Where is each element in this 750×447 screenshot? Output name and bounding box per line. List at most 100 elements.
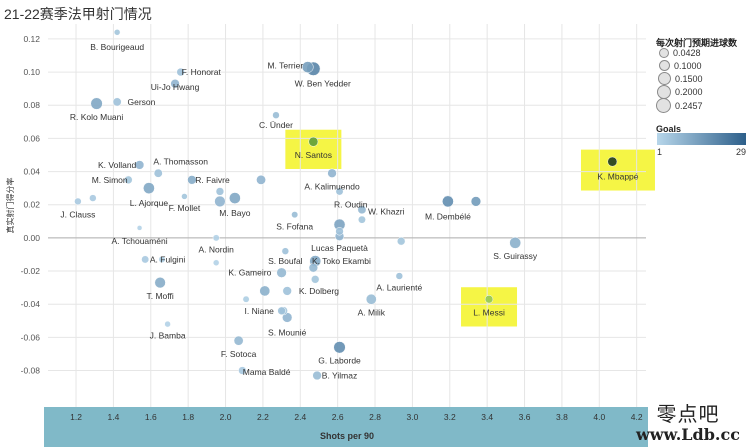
highlight-box (461, 287, 518, 327)
data-point (276, 267, 287, 278)
data-point (291, 211, 299, 219)
data-point (277, 306, 286, 316)
data-point (335, 227, 344, 236)
highlight-box (580, 149, 655, 191)
data-point (214, 195, 226, 208)
y-axis-label: 真实射门得分率 (5, 178, 15, 234)
data-point (256, 174, 266, 185)
data-point (143, 182, 155, 194)
y-tick-label: -0.06 (21, 332, 41, 342)
y-tick-label: -0.08 (21, 366, 41, 376)
data-point (89, 194, 97, 202)
data-point (484, 295, 494, 304)
x-tick-label: 2.6 (332, 412, 344, 422)
point-label: M. Terrier (267, 60, 303, 70)
data-point (154, 277, 166, 289)
x-tick-label: 2.2 (257, 412, 269, 422)
data-point (311, 275, 320, 284)
point-label: J. Clauss (60, 210, 95, 220)
size-circle-icon (659, 60, 670, 72)
data-point (365, 293, 377, 305)
data-point (158, 255, 166, 263)
point-labels: B. Bourigeaud F. Honorat Ui-Jo Hwang M. Ter… (60, 42, 638, 380)
point-label: C. Ünder (259, 120, 293, 130)
data-point (212, 259, 220, 266)
size-legend-label: 0.2000 (675, 87, 703, 97)
data-point (229, 192, 241, 204)
point-label: Lucas Paquetà (311, 243, 368, 253)
point-label: K. Dolberg (299, 286, 339, 296)
size-legend-item: 0.1000 (656, 60, 702, 72)
chart-title: 21-22赛季法甲射门情况 (4, 6, 152, 22)
y-tick-label: 0.02 (23, 200, 40, 210)
data-point (170, 79, 180, 89)
x-axis: 1.2 1.4 1.6 1.8 2.0 2.2 2.4 2.6 2.8 3.0 3.2 3.4 3.6 3… (70, 412, 643, 422)
point-label: A. Milik (358, 307, 386, 317)
data-point (312, 370, 322, 381)
size-legend-item: 0.0428 (656, 47, 701, 58)
color-legend-title: Goals (656, 124, 682, 134)
size-legend-item: 0.2457 (656, 98, 703, 113)
highlight-box (285, 129, 342, 169)
x-tick-label: 1.6 (145, 412, 157, 422)
point-label: K. Gameiro (228, 268, 271, 278)
watermark-cn: 零点吧 (656, 402, 720, 426)
data-point (124, 175, 133, 185)
y-tick-label: 0.08 (23, 100, 40, 110)
point-label: A. Tchouaméni (112, 236, 168, 246)
point-label: A. Fulgini (150, 254, 186, 264)
size-legend-label: 0.1000 (674, 60, 702, 71)
point-label: R. Oudin (334, 200, 368, 210)
data-point (242, 295, 250, 303)
point-label: M. Dembélé (425, 211, 471, 221)
x-axis-label: Shots per 90 (320, 431, 374, 441)
point-label: A. Laurienté (376, 283, 422, 293)
size-circle-icon (656, 98, 671, 113)
y-tick-label: -0.04 (21, 299, 41, 309)
point-label: S. Boufal (268, 256, 303, 266)
point-label: S. Guirassy (493, 251, 538, 261)
point-label: L. Ajorque (130, 198, 169, 208)
gradient-max-label: 29 (736, 147, 747, 157)
data-point (176, 67, 185, 77)
point-label: J. Bamba (150, 331, 186, 341)
watermark-url: www.Ldb.cc (636, 425, 740, 444)
data-point (281, 247, 290, 255)
data-point (442, 195, 454, 208)
point-label: R. Faivre (195, 175, 230, 185)
y-tick-label: 0.04 (23, 167, 40, 177)
data-points (74, 29, 618, 381)
point-label: W. Ben Yedder (295, 79, 351, 89)
data-point (141, 255, 150, 264)
point-label: T. Moffi (147, 291, 174, 301)
x-tick-label: 4.0 (593, 412, 605, 422)
x-tick-label: 2.0 (220, 412, 232, 422)
size-circle-icon (659, 47, 669, 58)
data-point (308, 136, 319, 147)
data-point (327, 168, 337, 178)
x-tick-label: 3.4 (481, 412, 493, 422)
data-point (509, 237, 522, 249)
point-label: K. Mbappé (597, 172, 638, 182)
point-label: F. Honorat (182, 67, 222, 77)
x-tick-label: 4.2 (631, 412, 643, 422)
size-circle-icon (657, 85, 671, 99)
size-legend-label: 0.0428 (673, 47, 701, 58)
data-point (358, 215, 366, 224)
data-point (164, 320, 171, 328)
data-point (335, 187, 344, 196)
y-tick-label: -0.02 (21, 266, 41, 276)
point-label: K. Volland (98, 160, 137, 170)
x-tick-label: 1.8 (182, 412, 194, 422)
gradient-min-label: 1 (657, 147, 663, 157)
data-point (181, 193, 188, 200)
goals-gradient-bar (657, 133, 746, 145)
y-tick-label: 0.00 (23, 233, 40, 243)
highlight-boxes (285, 129, 655, 327)
point-label: Gerson (128, 97, 156, 107)
size-legend-item: 0.1500 (656, 72, 703, 85)
x-tick-label: 1.2 (70, 412, 82, 422)
point-label: A. Thomasson (153, 157, 208, 167)
point-label: Mama Baldé (243, 367, 291, 377)
